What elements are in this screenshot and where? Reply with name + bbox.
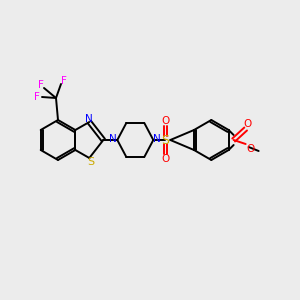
Text: F: F: [34, 92, 40, 102]
Text: O: O: [247, 144, 255, 154]
Text: O: O: [161, 116, 170, 126]
Text: N: N: [110, 134, 117, 144]
Text: N: N: [85, 113, 93, 124]
Text: F: F: [38, 80, 44, 90]
Text: O: O: [244, 119, 252, 129]
Text: O: O: [161, 154, 170, 164]
Text: S: S: [161, 134, 169, 146]
Text: F: F: [61, 76, 67, 86]
Text: S: S: [87, 157, 94, 167]
Text: N: N: [153, 134, 161, 144]
